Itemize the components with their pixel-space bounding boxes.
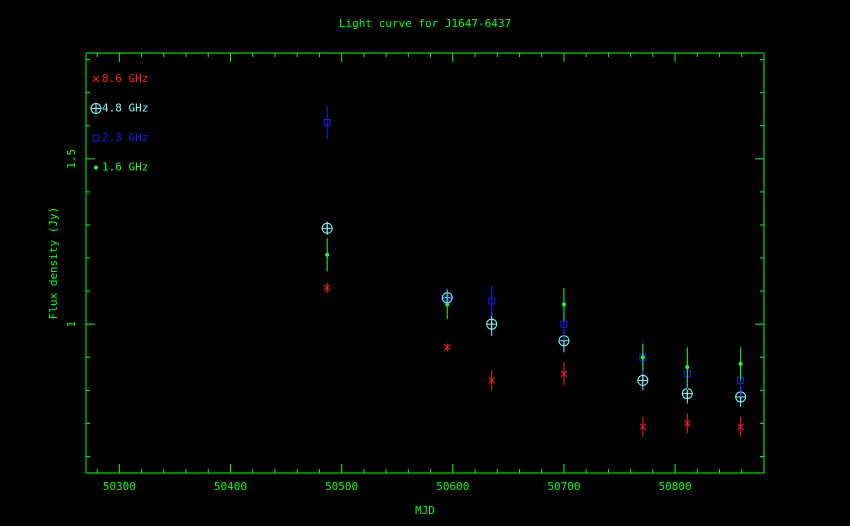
legend-label: 1.6 GHz	[102, 161, 148, 174]
legend-marker	[90, 103, 102, 114]
data-point	[683, 420, 691, 427]
data-point	[560, 320, 568, 328]
x-tick-label: 50400	[214, 480, 247, 493]
series-8-6-ghz	[323, 282, 745, 437]
data-point	[488, 297, 496, 305]
x-tick-label: 50300	[103, 480, 136, 493]
data-point	[737, 423, 745, 431]
chart-title: Light curve for J1647-6437	[339, 17, 511, 30]
series-1-6-ghz	[325, 238, 743, 388]
series-4-8-ghz	[321, 221, 747, 407]
x-tick-labels: 50300 50400 50500 50600 50700 50800	[103, 480, 692, 493]
data-point	[445, 302, 450, 307]
x-tick-label: 50600	[436, 480, 469, 493]
data-point	[325, 252, 330, 257]
data-point	[486, 318, 498, 330]
legend-label: 4.8 GHz	[102, 102, 148, 115]
legend: 8.6 GHz 4.8 GHz 2.3 GHz 1.6 GHz	[90, 72, 148, 174]
data-point	[738, 361, 743, 366]
data-point	[323, 118, 331, 126]
data-point	[443, 343, 451, 351]
data-point	[488, 377, 496, 384]
data-point	[637, 374, 649, 386]
data-point	[640, 355, 645, 360]
plot-frame	[85, 52, 765, 474]
data-point	[685, 365, 690, 370]
legend-marker	[94, 165, 98, 170]
x-axis-label: MJD	[415, 504, 435, 517]
x-tick-label: 50700	[547, 480, 580, 493]
legend-marker	[92, 134, 100, 142]
x-tick-label: 50800	[659, 480, 692, 493]
y-tick-label: 1.5	[65, 149, 78, 169]
data-point	[321, 222, 333, 234]
axis-ticks	[86, 53, 765, 473]
legend-item: 1.6 GHz	[94, 161, 148, 174]
legend-item: 4.8 GHz	[90, 102, 148, 115]
y-axis-label: Flux density (Jy)	[47, 207, 60, 320]
data-point	[561, 302, 566, 307]
x-tick-label: 50500	[325, 480, 358, 493]
series-2-3-ghz	[323, 105, 745, 397]
legend-label: 2.3 GHz	[102, 131, 148, 144]
legend-marker	[92, 75, 100, 83]
y-tick-label: 1	[65, 321, 78, 328]
data-point	[560, 370, 568, 378]
series-layer	[321, 105, 747, 437]
legend-item: 2.3 GHz	[92, 131, 148, 144]
y-tick-labels: 11.5	[65, 149, 78, 328]
data-point	[639, 423, 647, 431]
legend-item: 8.6 GHz	[92, 72, 148, 85]
data-point	[323, 284, 331, 292]
legend-label: 8.6 GHz	[102, 72, 148, 85]
